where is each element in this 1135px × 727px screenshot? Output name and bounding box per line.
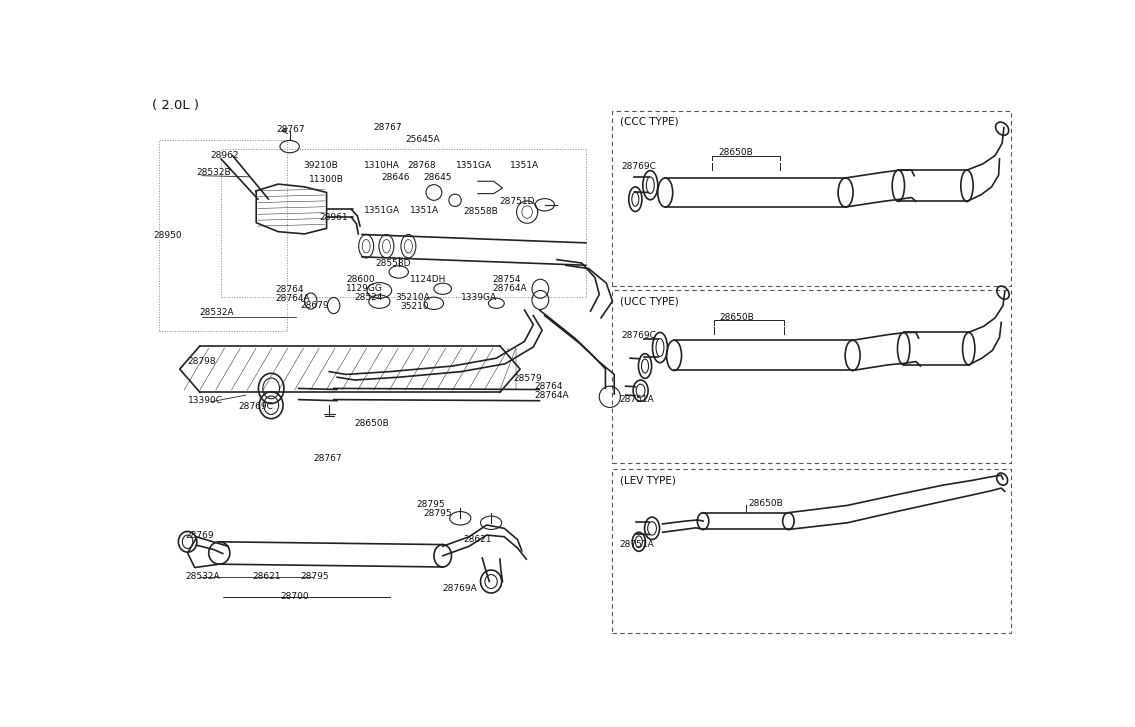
Text: 28751A: 28751A <box>620 395 654 403</box>
Text: 28679: 28679 <box>300 301 329 310</box>
Text: 28645: 28645 <box>423 174 452 182</box>
Text: 1351A: 1351A <box>510 161 539 170</box>
Text: 1124DH: 1124DH <box>410 275 446 284</box>
Text: 28751D: 28751D <box>499 198 535 206</box>
Text: 25645A: 25645A <box>406 135 440 145</box>
Text: 28769: 28769 <box>186 531 215 539</box>
Text: 28961: 28961 <box>320 212 348 222</box>
Text: 28621: 28621 <box>463 535 491 544</box>
Text: 28646: 28646 <box>381 174 410 182</box>
Text: 28769C: 28769C <box>621 162 656 172</box>
Text: 35210: 35210 <box>401 302 429 310</box>
Text: 28769C: 28769C <box>621 332 656 340</box>
Text: 28962: 28962 <box>210 151 239 160</box>
Text: 28650B: 28650B <box>355 419 389 427</box>
Text: (UCC TYPE): (UCC TYPE) <box>620 296 679 306</box>
Text: 1310HA: 1310HA <box>363 161 400 170</box>
Text: 35210A: 35210A <box>395 293 430 302</box>
Text: 28650B: 28650B <box>718 148 753 157</box>
Text: 28579: 28579 <box>513 374 541 383</box>
Bar <box>613 111 1011 286</box>
Text: 28532A: 28532A <box>186 572 220 581</box>
Text: 28754: 28754 <box>491 275 521 284</box>
Text: 28798: 28798 <box>187 357 217 366</box>
Text: 28700: 28700 <box>280 592 310 601</box>
Bar <box>613 469 1011 633</box>
Bar <box>159 140 287 331</box>
Text: 28764A: 28764A <box>491 284 527 293</box>
Text: 28524: 28524 <box>355 293 384 302</box>
Text: 28795: 28795 <box>300 572 329 581</box>
Text: 28769C: 28769C <box>238 402 274 411</box>
Text: 28650B: 28650B <box>720 313 755 322</box>
Text: ( 2.0L ): ( 2.0L ) <box>152 99 200 112</box>
Text: 28532B: 28532B <box>196 168 232 177</box>
Text: 28764A: 28764A <box>276 294 310 303</box>
Text: 1129GG: 1129GG <box>346 284 382 293</box>
Text: 28795: 28795 <box>417 499 445 509</box>
Text: 28795: 28795 <box>423 510 452 518</box>
Text: 28768: 28768 <box>407 161 436 170</box>
Text: 28751A: 28751A <box>620 540 654 549</box>
Text: 28764: 28764 <box>276 286 304 294</box>
Text: 28769A: 28769A <box>443 585 478 593</box>
Text: 39210B: 39210B <box>303 161 337 170</box>
Text: 1339GA: 1339GA <box>461 293 497 302</box>
Bar <box>613 290 1011 463</box>
Text: 28767: 28767 <box>373 123 402 132</box>
Text: 28532A: 28532A <box>199 308 234 317</box>
Text: 28950: 28950 <box>153 231 182 240</box>
Text: 1351GA: 1351GA <box>364 206 401 215</box>
Text: 28767: 28767 <box>277 125 305 134</box>
Text: 28767: 28767 <box>313 454 342 463</box>
Text: 28558D: 28558D <box>375 259 411 268</box>
Text: 28600: 28600 <box>346 275 375 284</box>
Text: 1351GA: 1351GA <box>456 161 493 170</box>
Text: (CCC TYPE): (CCC TYPE) <box>620 117 678 127</box>
Text: 13390C: 13390C <box>187 396 222 405</box>
Text: 1351A: 1351A <box>410 206 439 215</box>
Text: 28621: 28621 <box>253 572 281 581</box>
Text: 28764: 28764 <box>535 382 563 391</box>
Bar <box>221 149 586 297</box>
Text: (LEV TYPE): (LEV TYPE) <box>620 475 675 485</box>
Text: 28764A: 28764A <box>535 390 569 400</box>
Text: 28650B: 28650B <box>749 499 783 507</box>
Text: 28558B: 28558B <box>463 207 497 216</box>
Text: 11300B: 11300B <box>309 175 344 184</box>
